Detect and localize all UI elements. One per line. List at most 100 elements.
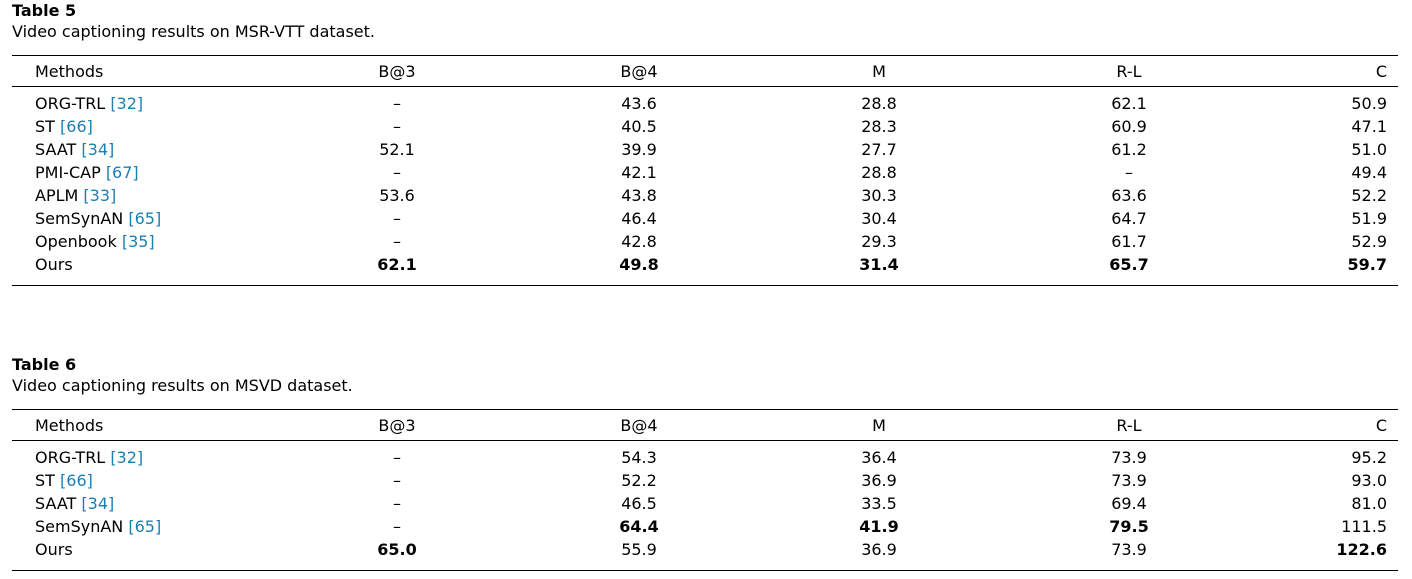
b3-cell: 62.1 xyxy=(377,255,417,274)
m-cell: 36.9 xyxy=(861,540,897,559)
b4-cell: 43.8 xyxy=(621,186,657,205)
citation-link[interactable]: [33] xyxy=(83,186,117,205)
citation-link[interactable]: [66] xyxy=(60,117,93,136)
m-cell: 41.9 xyxy=(859,517,899,536)
header-row: Methods B@3 B@4 M R-L C xyxy=(12,414,1398,437)
c-cell: 59.7 xyxy=(1347,255,1387,274)
b3-cell: – xyxy=(393,448,401,467)
b3-cell: 53.6 xyxy=(379,186,415,205)
c-cell: 52.2 xyxy=(1351,186,1387,205)
b3-cell: – xyxy=(393,471,401,490)
c-cell: 95.2 xyxy=(1351,448,1387,467)
m-cell: 31.4 xyxy=(859,255,899,274)
b3-cell: – xyxy=(393,209,401,228)
method-cell: ORG-TRL [32] xyxy=(35,92,143,115)
method-name: SAAT xyxy=(35,494,77,513)
citation-link[interactable]: [34] xyxy=(81,494,115,513)
top-rule xyxy=(12,409,1398,410)
header-m: M xyxy=(872,62,886,81)
header-methods: Methods xyxy=(35,62,104,81)
b3-cell: – xyxy=(393,232,401,251)
citation-link[interactable]: [65] xyxy=(128,517,162,536)
method-cell: ORG-TRL [32] xyxy=(35,446,143,469)
c-cell: 111.5 xyxy=(1341,517,1387,536)
citation-link[interactable]: [32] xyxy=(110,94,144,113)
citation-link[interactable]: [34] xyxy=(81,140,115,159)
header-b3: B@3 xyxy=(378,416,416,435)
rl-cell: 65.7 xyxy=(1109,255,1149,274)
method-name: ST xyxy=(35,117,55,136)
c-cell: 49.4 xyxy=(1351,163,1387,182)
rl-cell: 60.9 xyxy=(1111,117,1147,136)
m-cell: 27.7 xyxy=(861,140,897,159)
method-name: Openbook xyxy=(35,232,117,251)
method-cell: SemSynAN [65] xyxy=(35,207,161,230)
c-cell: 81.0 xyxy=(1351,494,1387,513)
method-name: ORG-TRL xyxy=(35,448,106,467)
rl-cell: 61.2 xyxy=(1111,140,1147,159)
header-methods: Methods xyxy=(35,416,104,435)
method-name: APLM xyxy=(35,186,79,205)
table-row: ST [66] – 52.2 36.9 73.9 93.0 xyxy=(12,469,1398,492)
header-c: C xyxy=(1375,62,1387,81)
table-row: ORG-TRL [32] – 54.3 36.4 73.9 95.2 xyxy=(12,446,1398,469)
table-5: Table 5 Video captioning results on MSR-… xyxy=(12,0,1398,286)
b3-cell: 52.1 xyxy=(379,140,415,159)
b4-cell: 42.8 xyxy=(621,232,657,251)
b3-cell: – xyxy=(393,94,401,113)
method-cell: Ours xyxy=(35,538,73,561)
bottom-rule xyxy=(12,285,1398,286)
b3-cell: – xyxy=(393,117,401,136)
method-name: ST xyxy=(35,471,55,490)
b4-cell: 49.8 xyxy=(619,255,659,274)
m-cell: 28.8 xyxy=(861,163,897,182)
citation-link[interactable]: [32] xyxy=(110,448,144,467)
method-name: ORG-TRL xyxy=(35,94,106,113)
b4-cell: 64.4 xyxy=(619,517,659,536)
table-row: Ours 65.0 55.9 36.9 73.9 122.6 xyxy=(12,538,1398,561)
method-cell: ST [66] xyxy=(35,115,93,138)
b4-cell: 40.5 xyxy=(621,117,657,136)
method-cell: SAAT [34] xyxy=(35,138,114,161)
table-label: Table 6 xyxy=(12,355,77,374)
citation-link[interactable]: [66] xyxy=(60,471,93,490)
top-rule xyxy=(12,55,1398,56)
b4-cell: 55.9 xyxy=(621,540,657,559)
m-cell: 36.4 xyxy=(861,448,897,467)
method-name: Ours xyxy=(35,540,73,559)
table-caption: Video captioning results on MSR-VTT data… xyxy=(12,22,375,41)
rl-cell: 73.9 xyxy=(1111,448,1147,467)
b4-cell: 42.1 xyxy=(621,163,657,182)
method-name: Ours xyxy=(35,255,73,274)
b3-cell: – xyxy=(393,517,401,536)
table-label: Table 5 xyxy=(12,1,77,20)
rl-cell: 69.4 xyxy=(1111,494,1147,513)
m-cell: 28.8 xyxy=(861,94,897,113)
b4-cell: 46.4 xyxy=(621,209,657,228)
citation-link[interactable]: [35] xyxy=(121,232,155,251)
rl-cell: 61.7 xyxy=(1111,232,1147,251)
b4-cell: 39.9 xyxy=(621,140,657,159)
header-m: M xyxy=(872,416,886,435)
c-cell: 93.0 xyxy=(1351,471,1387,490)
method-name: SemSynAN xyxy=(35,517,124,536)
rl-cell: 79.5 xyxy=(1109,517,1149,536)
header-c: C xyxy=(1375,416,1387,435)
c-cell: 52.9 xyxy=(1351,232,1387,251)
rl-cell: 63.6 xyxy=(1111,186,1147,205)
method-name: SAAT xyxy=(35,140,77,159)
bottom-rule xyxy=(12,570,1398,571)
table-6: Table 6 Video captioning results on MSVD… xyxy=(12,354,1398,571)
header-b4: B@4 xyxy=(620,62,658,81)
method-name: PMI-CAP xyxy=(35,163,101,182)
header-row: Methods B@3 B@4 M R-L C xyxy=(12,60,1398,83)
citation-link[interactable]: [67] xyxy=(105,163,139,182)
citation-link[interactable]: [65] xyxy=(128,209,162,228)
rl-cell: 73.9 xyxy=(1111,540,1147,559)
c-cell: 50.9 xyxy=(1351,94,1387,113)
c-cell: 51.0 xyxy=(1351,140,1387,159)
b4-cell: 43.6 xyxy=(621,94,657,113)
table-row: SemSynAN [65] – 64.4 41.9 79.5 111.5 xyxy=(12,515,1398,538)
table-row: APLM [33] 53.6 43.8 30.3 63.6 52.2 xyxy=(12,184,1398,207)
b4-cell: 52.2 xyxy=(621,471,657,490)
